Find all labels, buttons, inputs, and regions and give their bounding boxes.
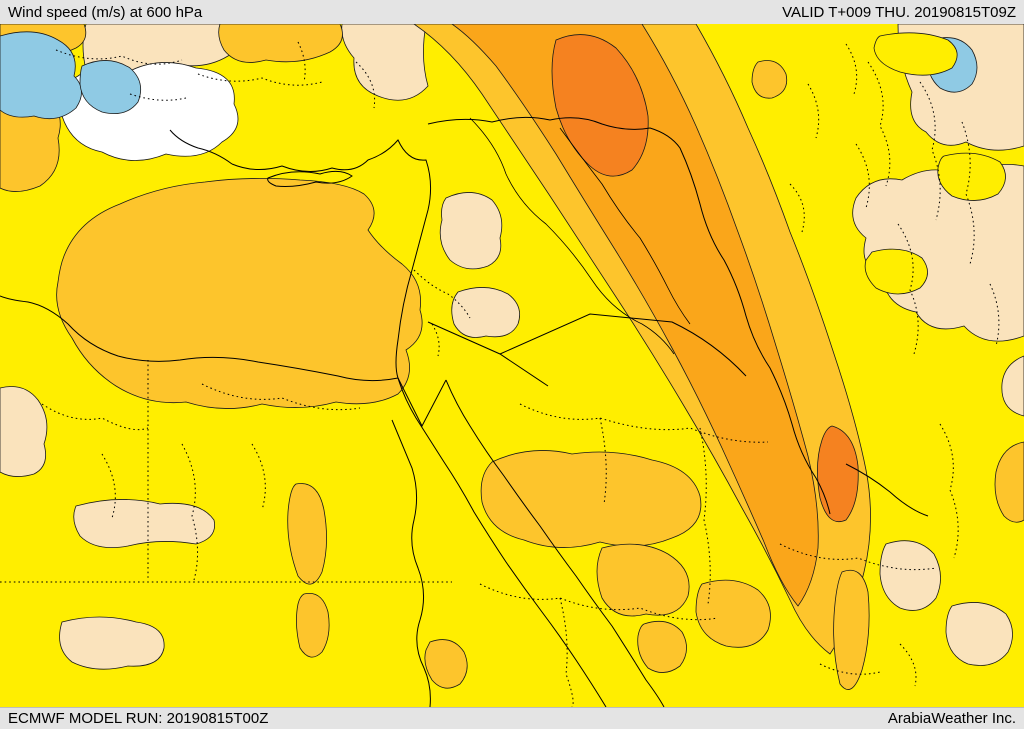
wind-contour-region bbox=[833, 569, 870, 690]
map-title: Wind speed (m/s) at 600 hPa bbox=[8, 3, 203, 21]
river-lines bbox=[469, 117, 691, 355]
footer-bar: ECMWF MODEL RUN: 20190815T00Z ArabiaWeat… bbox=[0, 707, 1024, 729]
dotted-border bbox=[201, 383, 361, 411]
wind-contour-region bbox=[73, 499, 215, 549]
wind-contour-region bbox=[994, 441, 1024, 523]
wind-contour-region bbox=[864, 248, 928, 295]
wind-contour-region bbox=[751, 60, 788, 99]
yellow-inlier-regions bbox=[864, 32, 1006, 295]
dotted-border bbox=[699, 427, 711, 605]
wind-contour-region bbox=[218, 24, 343, 63]
tigris-river-line bbox=[559, 127, 691, 325]
gulf-coastline bbox=[845, 463, 929, 517]
dotted-border bbox=[101, 453, 116, 519]
wind-contour-region bbox=[0, 386, 48, 477]
dotted-border bbox=[779, 543, 937, 571]
header-bar: Wind speed (m/s) at 600 hPa VALID T+009 … bbox=[0, 0, 1024, 24]
wind-contour-region bbox=[59, 616, 165, 670]
sea-water-patch bbox=[0, 31, 82, 120]
cyprus-island-outline bbox=[267, 170, 353, 187]
dotted-border bbox=[899, 643, 917, 687]
wind-contour-region bbox=[637, 620, 687, 673]
dotted-border bbox=[897, 223, 919, 355]
coastline bbox=[0, 139, 432, 382]
wind-contour-region bbox=[341, 24, 429, 101]
coastline-border-lines bbox=[0, 116, 929, 707]
map-canvas bbox=[0, 24, 1024, 707]
wind-contour-region bbox=[287, 483, 327, 585]
country-border bbox=[427, 116, 831, 515]
dotted-border bbox=[855, 143, 870, 209]
wind-contour-region bbox=[879, 540, 941, 611]
dotted-border bbox=[819, 663, 881, 675]
red-sea-west-coast bbox=[397, 377, 607, 707]
dotted-border bbox=[41, 403, 149, 431]
nile-river-line bbox=[391, 419, 431, 707]
jet-core-north bbox=[551, 34, 649, 177]
wind-contour-region bbox=[439, 192, 503, 270]
dotted-border bbox=[599, 417, 607, 505]
wind-contour-region bbox=[424, 639, 468, 689]
dotted-border bbox=[129, 93, 187, 101]
dotted-border bbox=[789, 183, 805, 233]
dotted-border bbox=[181, 443, 199, 581]
wind-contour-region bbox=[1001, 355, 1024, 417]
mediterranean-wind-maximum bbox=[56, 178, 423, 409]
jet-core-south bbox=[817, 425, 859, 523]
dotted-border bbox=[413, 269, 471, 319]
wind-contour-region bbox=[873, 32, 958, 76]
dotted-border-lines bbox=[0, 41, 1000, 707]
dotted-border bbox=[989, 283, 1000, 347]
dotted-border bbox=[355, 61, 376, 109]
dotted-border bbox=[197, 73, 323, 86]
sea-water-patch bbox=[79, 60, 142, 115]
sinai-coastline bbox=[397, 377, 447, 428]
wind-contour-region bbox=[596, 543, 690, 617]
dotted-border bbox=[479, 583, 719, 621]
wind-contour-region bbox=[695, 579, 771, 648]
dotted-border bbox=[55, 49, 183, 65]
wind-contour-region bbox=[480, 450, 702, 548]
peach-wind-regions bbox=[0, 24, 1024, 670]
wind-contour-region bbox=[945, 602, 1013, 666]
wind-contour-region bbox=[451, 287, 521, 338]
valid-time-label: VALID T+009 THU. 20190815T09Z bbox=[782, 3, 1016, 21]
coastline bbox=[169, 129, 233, 165]
wind-contour-region bbox=[296, 593, 330, 658]
dotted-border bbox=[297, 41, 306, 83]
dotted-border bbox=[519, 403, 769, 443]
country-border bbox=[499, 313, 747, 377]
credit-label: ArabiaWeather Inc. bbox=[887, 710, 1016, 727]
orange-dark-wind-cores bbox=[551, 34, 859, 523]
wind-speed-map bbox=[0, 24, 1024, 707]
wind-contour-region bbox=[937, 152, 1006, 201]
dotted-border bbox=[807, 83, 820, 139]
euphrates-river-line bbox=[469, 117, 675, 355]
model-run-label: ECMWF MODEL RUN: 20190815T00Z bbox=[8, 710, 269, 727]
red-sea-east-coast bbox=[445, 379, 665, 707]
